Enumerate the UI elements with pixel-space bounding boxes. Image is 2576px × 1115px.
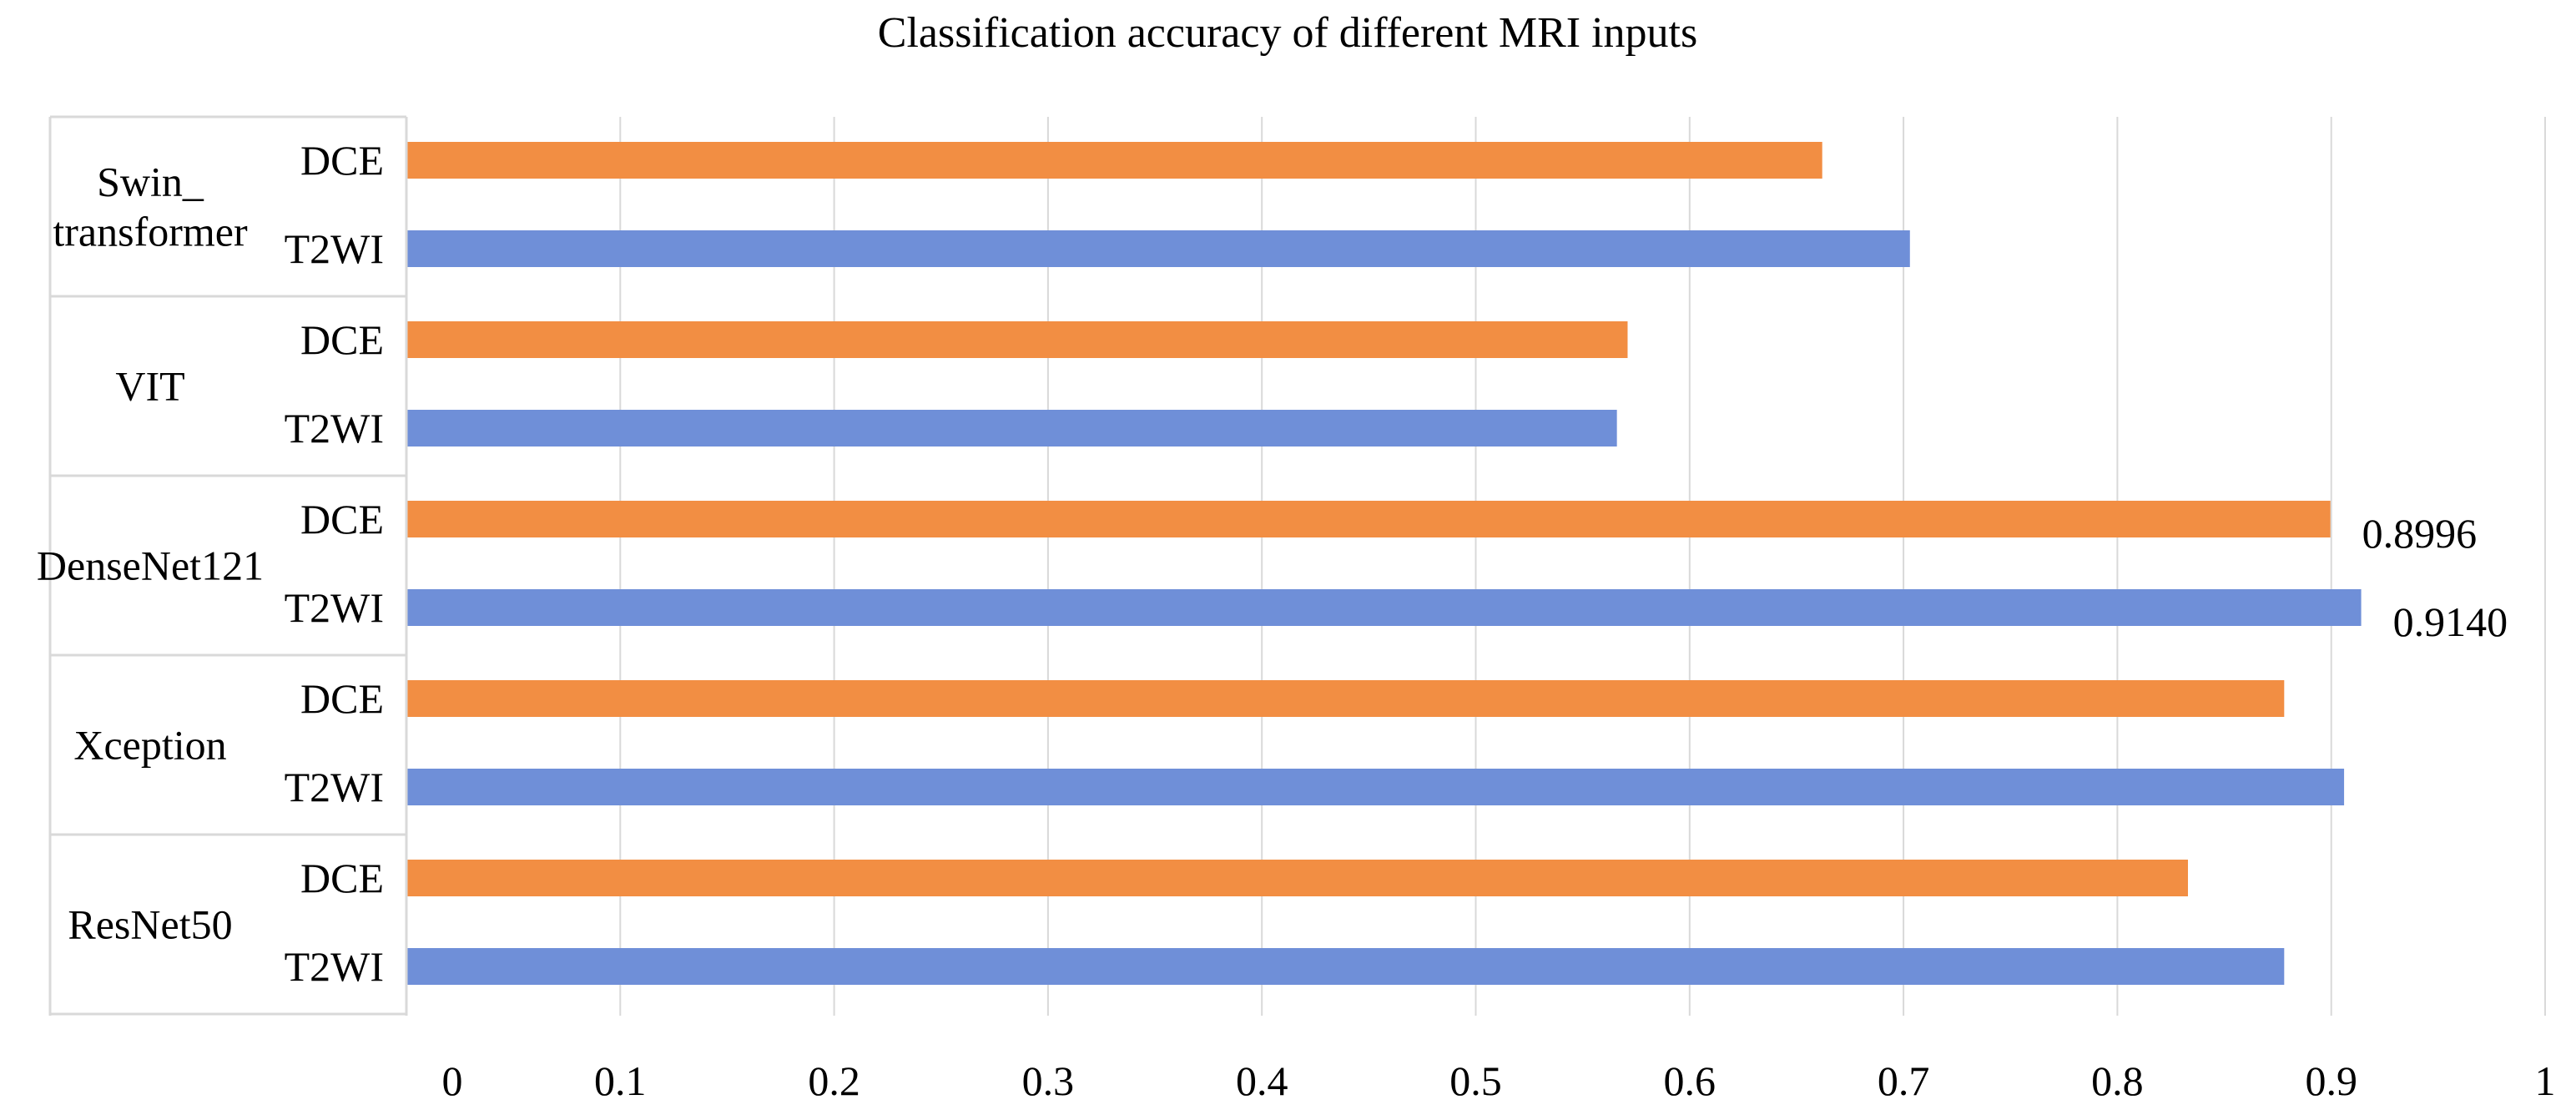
labels: 0 0.1 0.2 0.3 0.4 0.5 0.6 0.7 0.8 0.9 1 DCE T2WI Swin… [37,137,2556,1104]
bar-dce [406,860,2188,896]
bar-sub-label: T2WI [285,584,384,631]
bar-sub-label: DCE [300,496,384,542]
bar-t2wi [406,589,2362,626]
x-tick-label: 0 [442,1057,463,1104]
bar-t2wi [406,769,2345,805]
bar-sub-label: T2WI [285,405,384,452]
bar-dce [406,142,1822,179]
x-tick-label: 0.1 [594,1057,647,1104]
bar-sub-label: DCE [300,316,384,363]
data-label: 0.9140 [2393,598,2508,645]
x-tick-label: 0.4 [1236,1057,1288,1104]
bar-sub-label: DCE [300,137,384,184]
group-label: ResNet50 [68,901,232,948]
data-label: 0.8996 [2362,510,2478,557]
bar-sub-label: T2WI [285,225,384,272]
bar-dce [406,680,2285,717]
x-tick-label: 0.6 [1664,1057,1716,1104]
bar-sub-label: DCE [300,675,384,722]
group-label: VIT [115,363,184,410]
bar-sub-label: T2WI [285,943,384,990]
group-label: Xception [73,722,226,769]
x-tick-label: 0.7 [1878,1057,1930,1104]
x-tick-label: 0.8 [2091,1057,2144,1104]
bar-sub-label: DCE [300,855,384,901]
x-tick-label: 0.2 [808,1057,860,1104]
bar-t2wi [406,230,1910,267]
bar-dce [406,501,2331,537]
bar-dce [406,321,1628,358]
x-tick-label: 0.5 [1449,1057,1502,1104]
x-tick-label: 0.3 [1022,1057,1075,1104]
bar-t2wi [406,410,1617,447]
x-tick-label: 1 [2535,1057,2556,1104]
chart-title: Classification accuracy of different MRI… [878,9,1697,57]
x-tick-label: 0.9 [2305,1057,2357,1104]
bar-t2wi [406,948,2285,985]
axes [48,115,408,1016]
group-label: DenseNet121 [37,542,264,589]
bars [406,142,2362,985]
group-label: Swin_ [97,159,204,205]
bar-sub-label: T2WI [285,764,384,810]
group-label: transformer [53,209,248,255]
